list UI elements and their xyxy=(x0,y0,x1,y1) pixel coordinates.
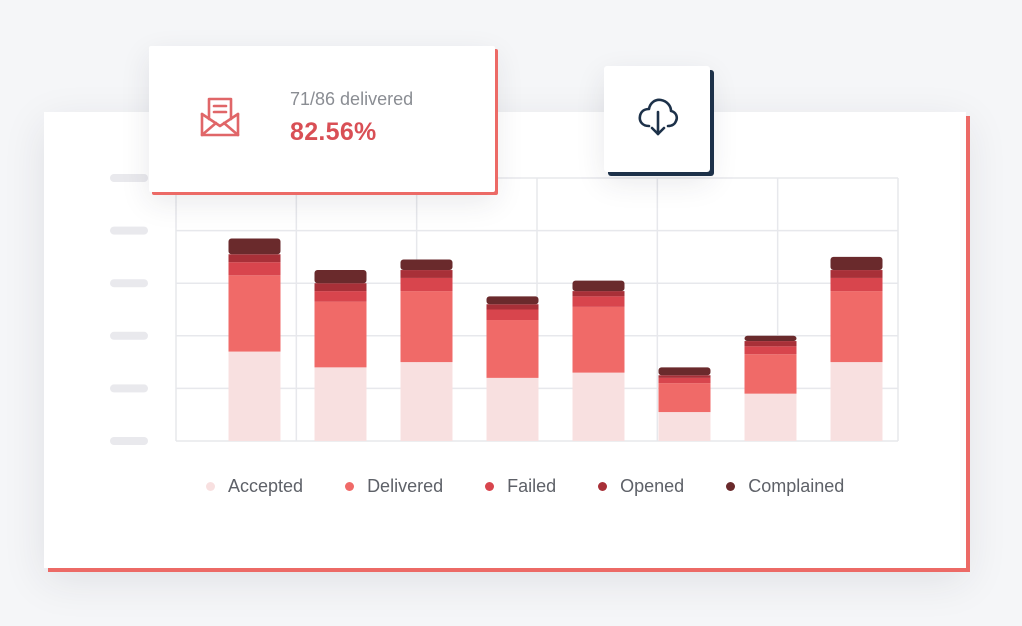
bar-failed-1 xyxy=(228,262,281,276)
bar-delivered-4 xyxy=(486,320,539,378)
bar-delivered-7 xyxy=(744,354,797,394)
delivery-rate: 82.56% xyxy=(290,118,377,146)
legend-swatch xyxy=(598,481,608,491)
legend-swatch xyxy=(345,481,355,491)
legend-item-opened: Opened xyxy=(598,476,684,497)
legend-item-complained: Complained xyxy=(726,476,844,497)
legend-label: Delivered xyxy=(367,475,444,496)
bar-accepted-8 xyxy=(830,362,883,441)
bar-accepted-3 xyxy=(400,362,453,441)
bar-delivered-2 xyxy=(314,301,367,368)
legend-item-accepted: Accepted xyxy=(206,476,303,497)
bar-failed-8 xyxy=(830,277,883,292)
bar-failed-3 xyxy=(400,277,453,292)
download-button[interactable] xyxy=(604,66,710,172)
bar-opened-2 xyxy=(314,283,367,292)
legend-label: Opened xyxy=(620,475,685,496)
cloud-download-icon xyxy=(638,98,679,136)
bar-complained-8 xyxy=(830,256,883,271)
y-tick-label-placeholder xyxy=(110,384,148,393)
y-tick-label-placeholder xyxy=(110,331,148,340)
bar-complained-2 xyxy=(314,270,367,284)
legend-swatch xyxy=(726,481,736,491)
y-tick-label-placeholder xyxy=(110,437,148,445)
legend-item-delivered: Delivered xyxy=(345,476,443,497)
bar-complained-5 xyxy=(572,280,625,292)
legend-label: Accepted xyxy=(228,475,304,496)
legend-swatch xyxy=(206,481,215,491)
bar-delivered-6 xyxy=(658,383,711,413)
y-tick-label-placeholder xyxy=(110,226,148,235)
bar-complained-1 xyxy=(228,238,281,255)
bar-accepted-6 xyxy=(658,412,711,441)
bar-complained-6 xyxy=(658,367,711,376)
bar-accepted-5 xyxy=(572,372,625,441)
bar-opened-1 xyxy=(228,254,281,263)
y-tick-label-placeholder xyxy=(110,174,148,182)
legend-label: Failed xyxy=(507,475,557,496)
bar-opened-8 xyxy=(830,270,883,278)
bar-complained-3 xyxy=(400,259,453,271)
bar-opened-3 xyxy=(400,270,453,278)
legend-swatch xyxy=(485,481,495,491)
bar-accepted-2 xyxy=(314,367,367,441)
bar-failed-6 xyxy=(658,377,711,384)
bar-delivered-8 xyxy=(830,291,883,363)
bar-opened-6 xyxy=(658,375,711,378)
bar-failed-4 xyxy=(486,309,539,321)
bar-delivered-5 xyxy=(572,306,625,373)
bar-failed-5 xyxy=(572,296,625,307)
delivery-stat-card: 71/86 delivered 82.56% xyxy=(149,46,495,192)
bar-accepted-1 xyxy=(228,351,281,441)
bar-accepted-7 xyxy=(744,393,797,441)
chart-legend: Accepted Delivered Failed Opened Complained xyxy=(206,474,844,498)
legend-item-failed: Failed xyxy=(485,476,556,497)
bar-failed-2 xyxy=(314,291,367,302)
bar-failed-7 xyxy=(744,346,797,355)
y-tick-label-placeholder xyxy=(110,279,148,288)
delivery-caption: 71/86 delivered xyxy=(290,89,414,109)
legend-label: Complained xyxy=(748,475,845,496)
bar-opened-5 xyxy=(572,291,625,297)
bar-complained-7 xyxy=(744,335,797,342)
envelope-open-letter-icon xyxy=(199,96,241,138)
bar-opened-4 xyxy=(486,304,539,310)
stacked-bar-chart xyxy=(110,174,899,445)
bar-accepted-4 xyxy=(486,377,539,441)
bar-opened-7 xyxy=(744,341,797,347)
bar-delivered-1 xyxy=(228,275,281,352)
bar-delivered-3 xyxy=(400,291,453,363)
bar-complained-4 xyxy=(486,296,539,305)
